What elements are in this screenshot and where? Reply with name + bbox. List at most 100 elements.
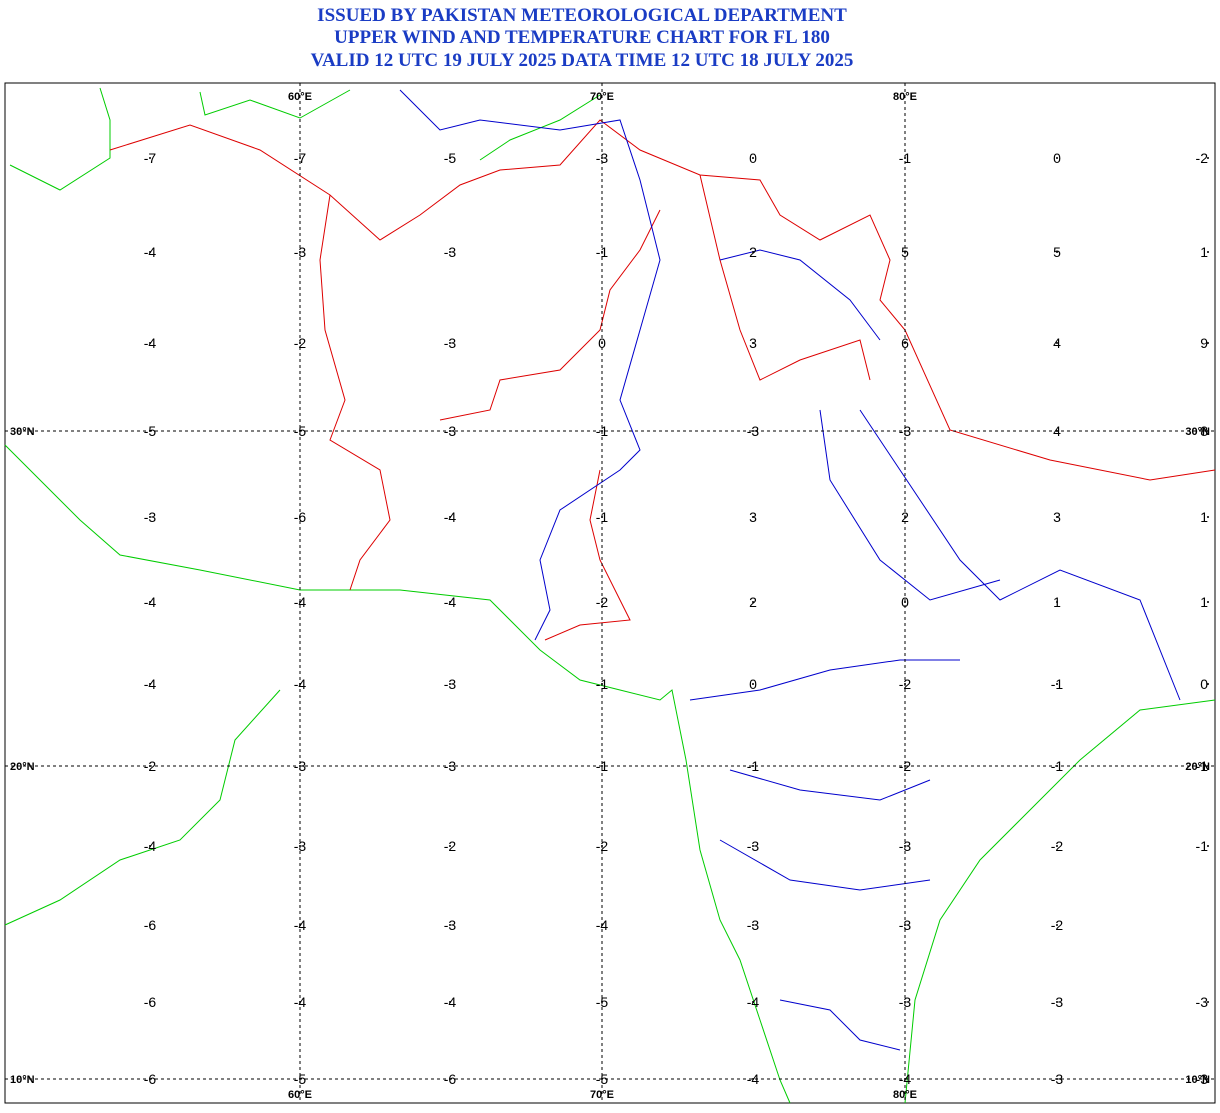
station: [752, 1078, 754, 1080]
station: [449, 765, 451, 767]
station: [1056, 430, 1058, 432]
station: [299, 845, 301, 847]
station: [449, 251, 451, 253]
temperature: -3: [144, 509, 157, 525]
station: [904, 516, 906, 518]
station: [149, 765, 151, 767]
temperature: -2: [596, 838, 609, 854]
station: [449, 1078, 451, 1080]
station: [904, 430, 906, 432]
station: [601, 924, 603, 926]
station: [299, 601, 301, 603]
station: [149, 516, 151, 518]
temperature: -2: [899, 676, 912, 692]
station: [752, 845, 754, 847]
temperature: -4: [144, 838, 157, 854]
temperature: 3: [749, 509, 757, 525]
station: [1056, 516, 1058, 518]
temperature: -6: [294, 509, 307, 525]
temperature: -1: [596, 423, 609, 439]
title-line: UPPER WIND AND TEMPERATURE CHART FOR FL …: [334, 27, 830, 48]
coastline: [4, 87, 1216, 1104]
station: [904, 601, 906, 603]
temperature: -1: [747, 758, 760, 774]
temperature: -3: [294, 838, 307, 854]
station: [1056, 683, 1058, 685]
temperature: 6: [901, 335, 909, 351]
station: [449, 924, 451, 926]
station: [449, 683, 451, 685]
station: [449, 342, 451, 344]
station: [601, 1078, 603, 1080]
temperature: -3: [1196, 994, 1209, 1010]
station: [149, 924, 151, 926]
temperature: 2: [901, 509, 909, 525]
temperature: -6: [144, 994, 157, 1010]
station: [904, 845, 906, 847]
station: [449, 516, 451, 518]
station: [149, 251, 151, 253]
temperature: -3: [747, 838, 760, 854]
temperature: -1: [596, 676, 609, 692]
lon-label: 80°E: [893, 91, 917, 103]
temperature: -4: [444, 509, 457, 525]
station: [601, 683, 603, 685]
station: [601, 1001, 603, 1003]
station: [601, 601, 603, 603]
temperature: -3: [1196, 1071, 1209, 1087]
temperature: -2: [294, 335, 307, 351]
station: [752, 157, 754, 159]
temperature: -4: [144, 244, 157, 260]
station: [601, 516, 603, 518]
temperature: -4: [144, 335, 157, 351]
station: [752, 516, 754, 518]
temperature: 8: [1200, 423, 1208, 439]
temperature: -1: [1196, 758, 1209, 774]
station: [449, 601, 451, 603]
station: [299, 1001, 301, 1003]
station: [149, 683, 151, 685]
station: [449, 430, 451, 432]
station: [904, 157, 906, 159]
station: [299, 157, 301, 159]
temperature: -2: [144, 758, 157, 774]
temperature: 1: [1200, 509, 1208, 525]
station: [1056, 342, 1058, 344]
temperature: -4: [747, 1071, 760, 1087]
station: [1207, 1078, 1209, 1080]
temperature: -5: [294, 1071, 307, 1087]
temperature: -2: [1051, 838, 1064, 854]
temperature: -1: [899, 150, 912, 166]
temperature: -4: [747, 994, 760, 1010]
station: [1056, 1001, 1058, 1003]
station: [1056, 601, 1058, 603]
temperature: 0: [901, 594, 909, 610]
station: [1056, 765, 1058, 767]
station: [904, 765, 906, 767]
station: [299, 251, 301, 253]
temperature: -3: [444, 917, 457, 933]
temperature: -3: [444, 423, 457, 439]
station: [601, 342, 603, 344]
temperature: -3: [899, 917, 912, 933]
temperature: -3: [899, 994, 912, 1010]
temperature: 3: [1053, 509, 1061, 525]
title-line: ISSUED BY PAKISTAN METEOROLOGICAL DEPART…: [317, 5, 847, 26]
station: [904, 683, 906, 685]
station: [904, 251, 906, 253]
temperature: 1: [1200, 594, 1208, 610]
station: [299, 430, 301, 432]
temperature: -6: [444, 1071, 457, 1087]
temperature: -3: [1051, 1071, 1064, 1087]
temperature: -4: [596, 917, 609, 933]
station: [299, 342, 301, 344]
temperature: -5: [596, 994, 609, 1010]
station: [149, 157, 151, 159]
map-frame: [4, 82, 1216, 1104]
temperature: -5: [596, 1071, 609, 1087]
station: [299, 516, 301, 518]
station: [1056, 251, 1058, 253]
temperature: -3: [294, 758, 307, 774]
station: [299, 924, 301, 926]
